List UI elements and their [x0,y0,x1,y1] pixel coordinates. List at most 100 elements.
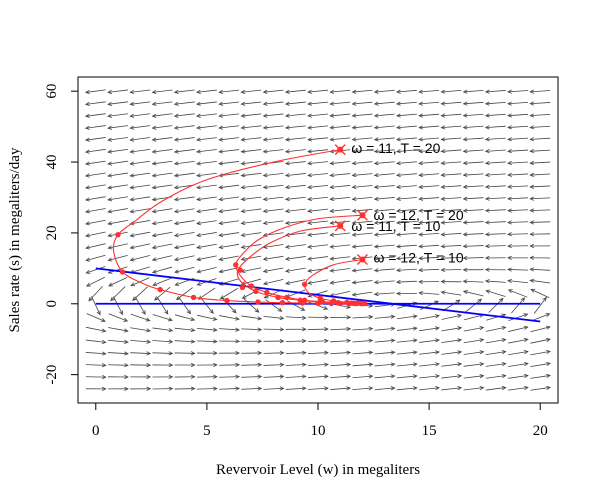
vector-arrow-head [373,113,379,118]
vector-arrow-shaft [196,388,217,390]
vector-arrow-shaft [396,137,417,141]
vector-arrow [130,327,152,333]
vector-arrow-head [440,161,446,166]
vector-arrow-shaft [507,161,529,164]
vector-arrow-shaft [419,292,440,295]
vector-arrow-head [440,137,446,142]
vector-arrow-head [418,244,423,249]
vector-arrow-shaft [174,160,195,165]
vector-arrow-head [368,326,374,331]
vector-arrow-shaft [330,340,351,343]
vector-arrow-shaft [374,125,395,129]
vector-arrow [85,254,106,262]
vector-arrow [462,125,484,130]
vector-arrow-head [440,196,446,201]
vector-arrow [107,125,128,130]
vector-arrow-shaft [441,137,462,140]
vector-arrow [196,149,217,154]
vector-arrow-head [196,89,201,94]
vector-arrow-shaft [152,208,173,213]
vector-arrow [173,208,195,214]
vector-arrow-head [196,269,202,274]
vector-arrow-shaft [154,286,171,301]
vector-arrow-shaft [374,185,395,188]
vector-arrow-shaft [241,137,262,141]
vector-arrow-shaft [219,161,240,165]
vector-arrow [129,243,151,250]
vector-arrow-shaft [330,113,351,117]
vector-arrow [330,338,352,343]
vector-arrow-shaft [374,339,395,343]
vector-arrow-head [279,362,285,367]
y-tick-label: 0 [44,300,60,308]
vector-arrow-head [351,232,357,237]
vector-arrow-shaft [396,149,417,152]
vector-arrow-head [190,374,196,379]
vector-arrow [462,172,484,178]
vector-arrow [351,89,373,94]
vector-arrow-head [418,184,424,190]
vector-arrow-head [462,184,468,189]
vector-arrow-head [173,149,179,154]
x-tick-label: 5 [203,423,211,439]
vector-arrow-head [107,245,113,250]
vector-arrow-shaft [419,327,440,332]
vector-arrow [442,299,461,312]
vector-arrow-head [396,172,401,178]
vector-arrow-head [440,113,446,118]
vector-arrow-shaft [441,101,462,105]
vector-arrow [485,362,507,367]
vector-arrow-head [529,160,535,166]
vector-arrow-head [484,267,490,272]
vector-arrow [262,101,284,106]
vector-arrow-shaft [463,173,484,176]
vector-arrow-head [396,232,401,237]
vector-arrow-head [241,294,247,299]
vector-arrow-head [240,197,246,202]
vector-arrow [508,313,529,321]
vector-arrow [156,296,169,315]
vector-arrow-head [85,257,91,262]
vector-arrow-head [529,255,535,260]
vector-arrow-shaft [108,277,128,287]
vector-arrow [285,327,307,332]
vector-arrow-head [173,161,179,166]
vector-arrow-head [440,149,446,154]
vector-arrow-shaft [485,137,506,140]
vector-arrow [351,208,373,213]
vector-arrow-shaft [441,327,462,332]
vector-arrow-shaft [108,89,128,93]
vector-arrow-head [301,327,307,332]
vector-arrow-shaft [508,289,528,298]
vector-arrow [129,101,151,106]
vector-arrow-head [396,196,401,201]
nullclines [95,267,541,323]
vector-arrow-shaft [485,245,506,247]
vector-arrow-shaft [108,172,128,177]
vector-arrow-head [351,184,357,190]
vector-arrow-head [262,149,268,154]
vector-arrow-shaft [196,208,217,213]
vector-arrow [440,125,462,130]
vector-arrow-shaft [108,160,128,165]
vector-arrow-head [84,125,90,130]
vector-arrow-head [329,196,335,202]
vector-arrow-shaft [196,160,217,165]
vector-arrow-head [196,197,201,202]
vector-arrow-head [440,220,446,225]
vector-arrow-head [168,386,174,391]
vector-arrow-head [435,338,440,343]
vector-arrow-shaft [108,313,128,322]
vector-arrow [307,101,328,106]
vector-arrow [107,374,129,380]
vector-arrow [84,148,106,154]
vector-arrow [130,363,152,368]
vector-arrow-head [479,374,485,379]
vector-arrow [243,298,260,313]
vector-arrow-shaft [419,185,440,188]
vector-arrow-shaft [285,279,306,285]
vector-arrow [465,298,483,313]
vector-arrow [329,125,351,130]
vector-arrow-head [218,185,224,190]
vector-arrow [484,255,506,261]
